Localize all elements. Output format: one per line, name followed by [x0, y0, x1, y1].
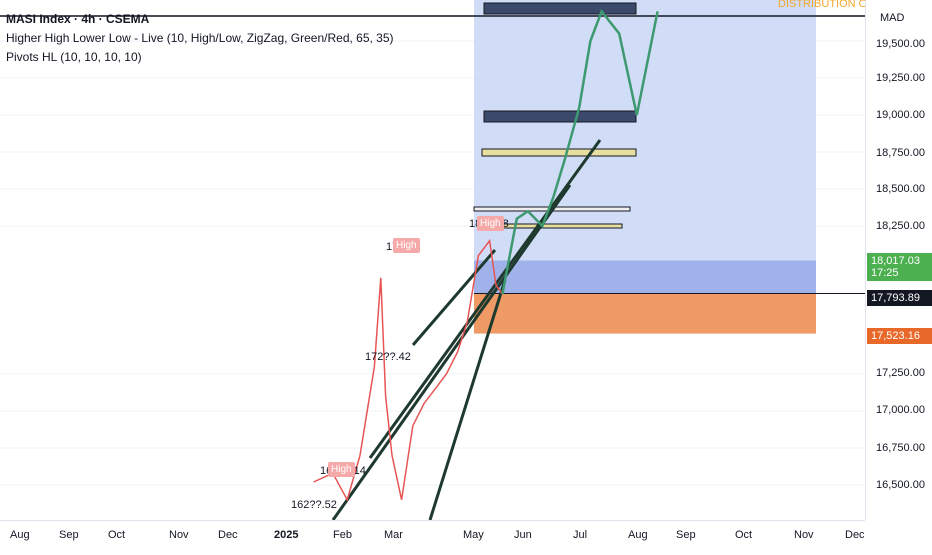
time-tick: Aug [10, 529, 30, 541]
price-series-line [313, 238, 504, 502]
price-tick: 17,250.00 [876, 367, 925, 379]
time-tick: Sep [59, 529, 79, 541]
price-tick: 16,750.00 [876, 442, 925, 454]
chart-legend: MASI Index · 4h · CSEMA Higher High Lowe… [6, 10, 394, 67]
pivot-high-tag: High [393, 238, 420, 253]
time-tick: Jun [514, 529, 532, 541]
price-tick: 19,250.00 [876, 72, 925, 84]
price-tick: 18,250.00 [876, 220, 925, 232]
time-axis[interactable]: Aug Sep Oct Nov Dec 2025 Feb Mar May Jun… [0, 520, 865, 551]
time-tick: Aug [628, 529, 648, 541]
symbol-title[interactable]: MASI Index · 4h · CSEMA [6, 12, 150, 26]
pivot-high-tag: High [328, 462, 355, 477]
price-tick: 19,000.00 [876, 109, 925, 121]
order-block [483, 2, 637, 15]
time-tick: Mar [384, 529, 403, 541]
channel-line [368, 139, 602, 459]
time-tick: Nov [794, 529, 814, 541]
time-tick: Feb [333, 529, 352, 541]
currency-label: MAD [880, 12, 905, 24]
price-tick: 18,500.00 [876, 183, 925, 195]
indicator-pivots[interactable]: Pivots HL (10, 10, 10, 10) [6, 50, 142, 64]
channel-line [331, 184, 572, 521]
target-zone [474, 0, 816, 261]
time-tick: Oct [735, 529, 753, 541]
order-block [481, 148, 637, 157]
indicator-hhll[interactable]: Higher High Lower Low - Live (10, High/L… [6, 31, 394, 45]
pivot-label: 162??.52 [291, 499, 337, 511]
channel-line [428, 279, 507, 521]
time-tick: Jul [573, 529, 588, 541]
time-tick: Oct [108, 529, 126, 541]
time-tick-year: 2025 [274, 529, 299, 541]
time-tick: May [463, 529, 484, 541]
stop-zone [474, 293, 816, 334]
current-price-badge: 18,017.03 17:25 [867, 253, 932, 281]
distribution-label: DISTRIBUTION ON [778, 0, 876, 10]
entry-zone [474, 260, 816, 294]
stop-level-badge: 17,523.16 [867, 328, 932, 344]
price-tick: 16,500.00 [876, 479, 925, 491]
price-tick: 19,500.00 [876, 38, 925, 50]
pivot-label: 172??.42 [365, 351, 411, 363]
time-tick: Sep [676, 529, 696, 541]
price-tick: 17,000.00 [876, 404, 925, 416]
time-tick: Dec [218, 529, 238, 541]
pivot-high-tag: High [477, 216, 504, 231]
order-block [483, 110, 637, 123]
time-tick: Dec [845, 529, 865, 541]
channel-line [411, 249, 497, 346]
time-tick: Nov [169, 529, 189, 541]
price-tick: 18,750.00 [876, 147, 925, 159]
last-price-badge: 17,793.89 [867, 290, 932, 306]
projection-series-line [501, 8, 659, 295]
